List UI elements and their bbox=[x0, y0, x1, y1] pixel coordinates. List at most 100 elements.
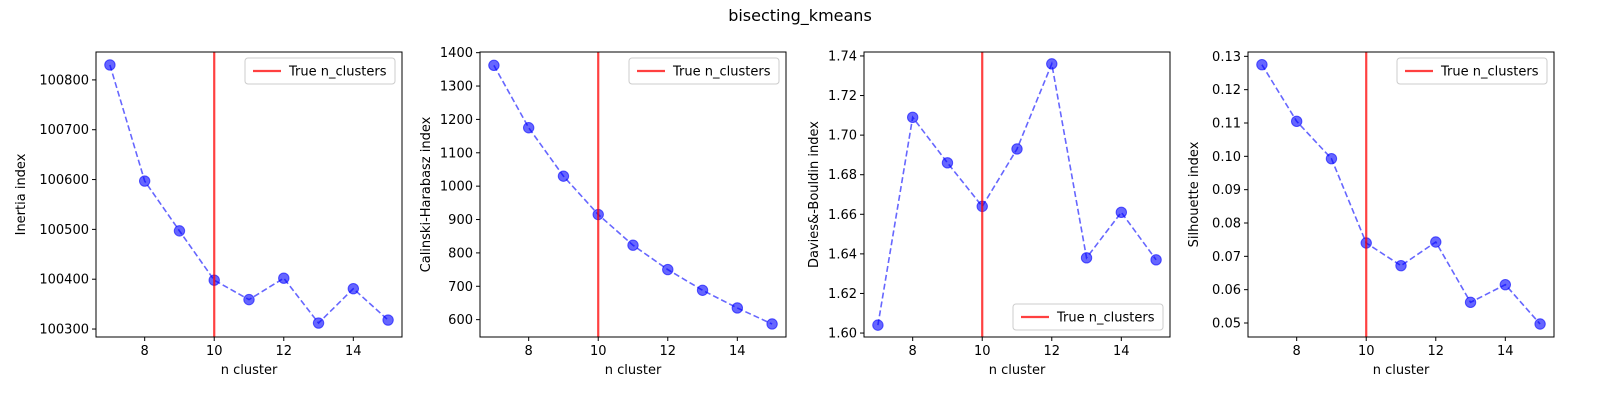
data-point bbox=[138, 175, 151, 187]
axes-frame bbox=[479, 51, 787, 338]
y-tick-label: 0.11 bbox=[1212, 117, 1241, 132]
y-tick-label: 1.66 bbox=[828, 208, 857, 223]
data-point bbox=[1395, 259, 1407, 272]
y-tick-label: 100500 bbox=[39, 223, 89, 238]
y-tick-label: 1000 bbox=[440, 180, 473, 195]
x-tick-label: 12 bbox=[1427, 344, 1444, 359]
data-point bbox=[1325, 152, 1338, 165]
data-point bbox=[488, 59, 500, 72]
legend: True n_clusters bbox=[628, 57, 780, 85]
data-point bbox=[766, 318, 778, 330]
data-point bbox=[173, 225, 186, 237]
series-line bbox=[493, 64, 773, 325]
y-tick-label: 1.74 bbox=[828, 49, 857, 64]
chart-panel-2: 8 10 12 14 600 700 800 900 1000 1100 1200 1300 1400 n… bbox=[419, 46, 787, 378]
y-tick-label: 1.60 bbox=[828, 327, 857, 342]
y-tick-label: 0.08 bbox=[1212, 217, 1241, 232]
y-tick-label: 1200 bbox=[440, 113, 473, 128]
series-line bbox=[1261, 64, 1541, 325]
y-tick-label: 100300 bbox=[39, 323, 89, 338]
y-tick-label: 0.12 bbox=[1212, 83, 1241, 98]
legend-label: True n_clusters bbox=[1440, 65, 1539, 80]
data-point bbox=[1115, 206, 1128, 219]
y-tick-label: 0.13 bbox=[1212, 50, 1241, 65]
y-tick-label: 0.10 bbox=[1212, 150, 1241, 165]
data-point bbox=[278, 272, 290, 284]
y-tick-label: 1100 bbox=[440, 146, 473, 161]
x-axis-label: n cluster bbox=[989, 363, 1046, 378]
y-tick-label: 100700 bbox=[39, 123, 89, 138]
data-point bbox=[522, 122, 535, 134]
data-point bbox=[1499, 278, 1512, 291]
y-tick-label: 100400 bbox=[39, 273, 89, 288]
y-axis-label: Calinski-Harabasz index bbox=[419, 116, 434, 272]
legend-box bbox=[1396, 57, 1548, 85]
legend: True n_clusters bbox=[1012, 303, 1164, 331]
x-tick-label: 10 bbox=[590, 344, 607, 359]
data-point bbox=[1011, 143, 1023, 155]
legend-label: True n_clusters bbox=[1056, 311, 1155, 326]
x-axis-label: n cluster bbox=[1373, 363, 1430, 378]
data-point bbox=[1534, 318, 1546, 330]
axes-frame bbox=[95, 51, 403, 338]
data-point bbox=[104, 59, 116, 71]
y-tick-label: 1.62 bbox=[828, 287, 857, 302]
y-tick-label: 1400 bbox=[440, 46, 473, 61]
data-point bbox=[1046, 58, 1058, 70]
data-point bbox=[1256, 58, 1268, 71]
x-tick-label: 8 bbox=[525, 344, 533, 359]
legend: True n_clusters bbox=[244, 57, 396, 85]
data-point bbox=[662, 263, 674, 276]
legend-label: True n_clusters bbox=[672, 65, 771, 80]
x-tick-label: 8 bbox=[141, 344, 149, 359]
data-point bbox=[872, 319, 884, 331]
x-tick-label: 12 bbox=[275, 344, 292, 359]
data-point bbox=[1290, 115, 1303, 128]
data-point bbox=[1080, 252, 1093, 264]
data-point bbox=[1150, 254, 1162, 266]
data-point bbox=[731, 302, 744, 314]
y-axis-label: Inertia index bbox=[14, 153, 29, 235]
y-tick-label: 1.70 bbox=[828, 129, 857, 144]
data-point bbox=[312, 317, 325, 329]
data-point bbox=[382, 314, 394, 326]
y-tick-label: 1.68 bbox=[828, 168, 857, 183]
y-tick-label: 0.09 bbox=[1212, 183, 1241, 198]
chart-panel-3: 8 10 12 14 1.60 1.62 1.64 1.66 1.68 1.70 1.72 1.74 n… bbox=[807, 49, 1171, 378]
data-point bbox=[243, 293, 255, 306]
legend-box bbox=[1012, 303, 1164, 331]
x-tick-label: 12 bbox=[1043, 344, 1060, 359]
y-tick-label: 100800 bbox=[39, 73, 89, 88]
data-point bbox=[696, 284, 709, 296]
data-point bbox=[1464, 296, 1477, 309]
series-line bbox=[109, 64, 389, 325]
axes-frame bbox=[1247, 51, 1555, 338]
x-axis-label: n cluster bbox=[605, 363, 662, 378]
data-point bbox=[347, 282, 360, 295]
legend: True n_clusters bbox=[1396, 57, 1548, 85]
y-tick-label: 1.64 bbox=[828, 247, 857, 262]
y-axis-label: Silhouette index bbox=[1187, 141, 1202, 247]
data-point bbox=[1430, 236, 1442, 248]
y-tick-label: 800 bbox=[448, 246, 473, 261]
x-tick-label: 8 bbox=[1293, 344, 1301, 359]
y-tick-label: 0.05 bbox=[1212, 317, 1241, 332]
data-point bbox=[941, 157, 954, 169]
y-tick-label: 100600 bbox=[39, 173, 89, 188]
series-line bbox=[877, 61, 1157, 326]
legend-box bbox=[244, 57, 396, 85]
x-tick-label: 14 bbox=[345, 344, 362, 359]
x-tick-label: 14 bbox=[1497, 344, 1514, 359]
y-tick-label: 600 bbox=[448, 313, 473, 328]
legend-label: True n_clusters bbox=[288, 65, 387, 80]
data-point bbox=[906, 111, 919, 124]
y-tick-label: 0.06 bbox=[1212, 283, 1241, 298]
y-tick-label: 1.72 bbox=[828, 89, 857, 104]
data-point bbox=[557, 170, 570, 182]
legend-box bbox=[628, 57, 780, 85]
x-tick-label: 10 bbox=[206, 344, 223, 359]
x-tick-label: 12 bbox=[659, 344, 676, 359]
y-tick-label: 1300 bbox=[440, 80, 473, 95]
x-tick-label: 10 bbox=[1358, 344, 1375, 359]
